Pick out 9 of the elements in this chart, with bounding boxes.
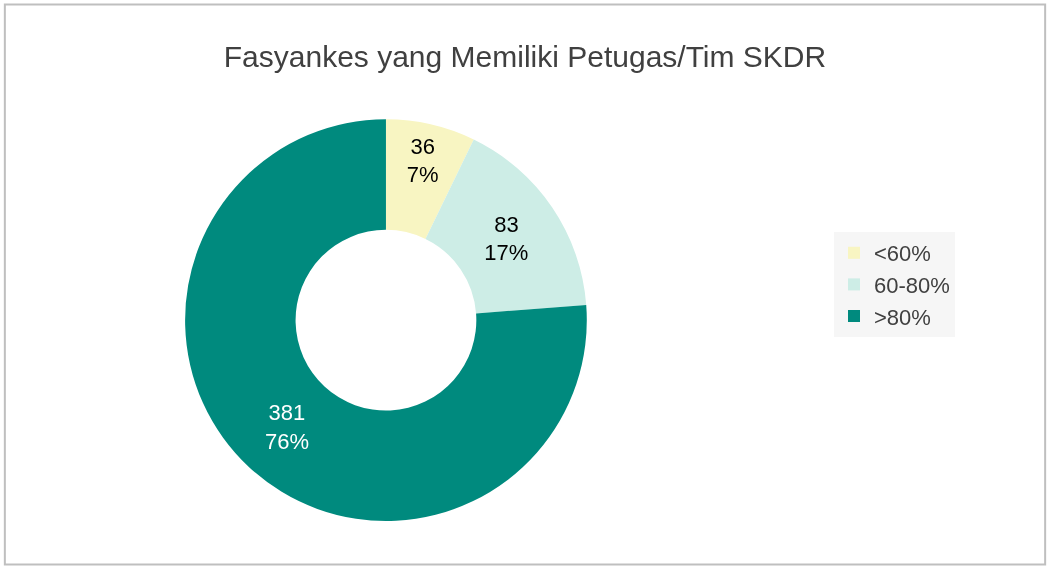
data-label: 381 76% bbox=[264, 400, 309, 454]
donut-slice bbox=[185, 119, 587, 521]
data-label: 36 7% bbox=[406, 133, 439, 188]
legend-label: >80% bbox=[874, 304, 931, 330]
legend-label: 60-80% bbox=[874, 272, 950, 298]
legend-label: <60% bbox=[874, 241, 931, 267]
chart-title: Fasyankes yang Memiliki Petugas/Tim SKDR bbox=[223, 40, 827, 74]
data-label: 83 17% bbox=[484, 211, 529, 266]
donut-slice bbox=[385, 119, 474, 239]
